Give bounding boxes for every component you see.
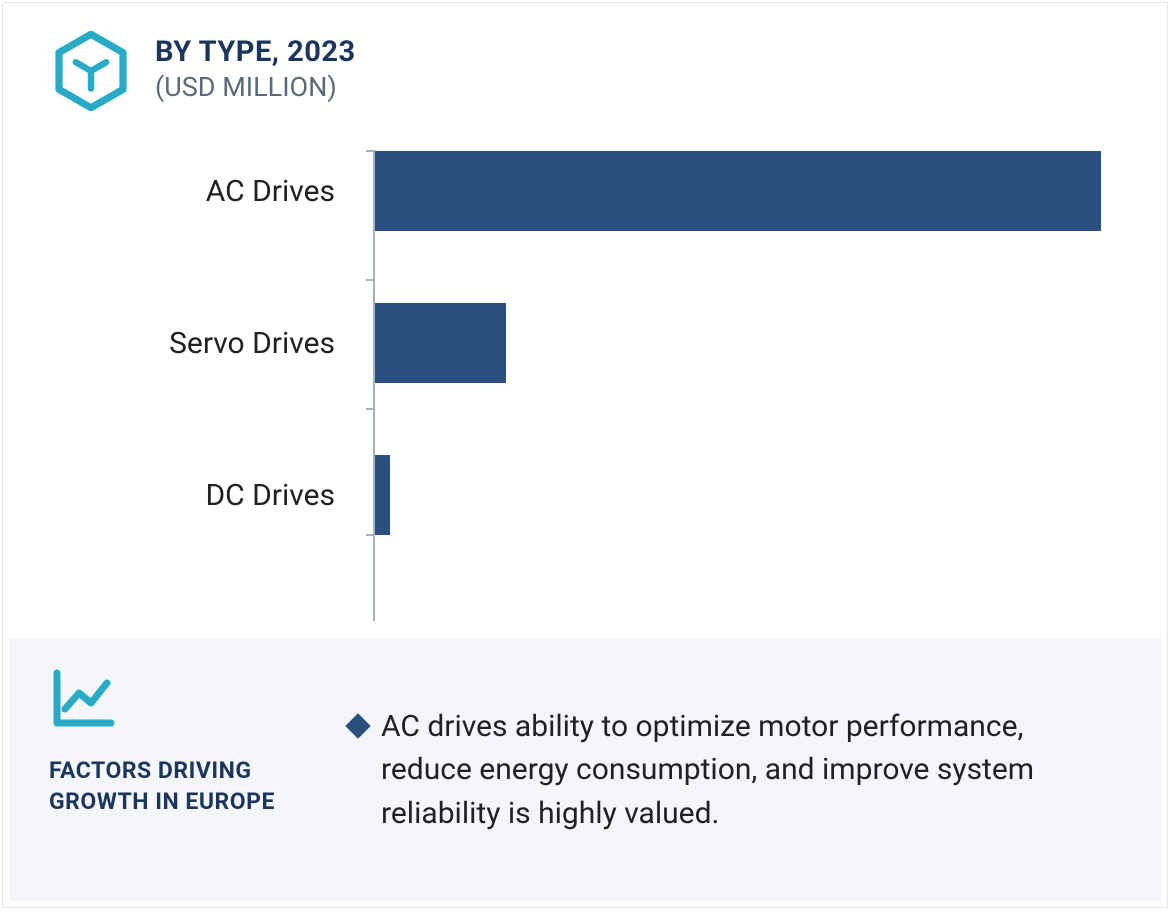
bar-row: DC Drives	[51, 455, 1121, 535]
bullet-text: AC drives ability to optimize motor perf…	[381, 705, 1121, 836]
diamond-bullet-icon	[345, 713, 370, 738]
bar-chart: AC Drives Servo Drives DC Drives	[51, 151, 1121, 621]
bar-track	[375, 455, 390, 535]
axis-tick	[366, 279, 375, 281]
bar-label: AC Drives	[51, 174, 361, 209]
chart-title: BY TYPE, 2023	[155, 35, 356, 69]
footer-left: FACTORS DRIVING GROWTH IN EUROPE	[49, 667, 339, 873]
chart-subtitle: (USD MILLION)	[155, 71, 356, 103]
bar-row: Servo Drives	[51, 303, 1121, 383]
bar-track	[375, 151, 1101, 231]
line-chart-icon	[49, 667, 339, 735]
bar	[375, 455, 390, 535]
bar-row: AC Drives	[51, 151, 1121, 231]
footer-heading: FACTORS DRIVING GROWTH IN EUROPE	[49, 755, 339, 817]
title-block: BY TYPE, 2023 (USD MILLION)	[155, 31, 356, 103]
bar-track	[375, 303, 506, 383]
hexagon-cube-icon	[51, 31, 131, 111]
header: BY TYPE, 2023 (USD MILLION)	[3, 3, 1167, 111]
bar	[375, 151, 1101, 231]
footer-right: AC drives ability to optimize motor perf…	[339, 667, 1121, 873]
bar-label: Servo Drives	[51, 326, 361, 361]
footer-panel: FACTORS DRIVING GROWTH IN EUROPE AC driv…	[9, 639, 1161, 901]
infographic-card: BY TYPE, 2023 (USD MILLION) AC Drives Ser…	[2, 2, 1168, 908]
bullet-item: AC drives ability to optimize motor perf…	[349, 705, 1121, 836]
bar-label: DC Drives	[51, 478, 361, 513]
bar	[375, 303, 506, 383]
axis-tick	[366, 408, 375, 410]
